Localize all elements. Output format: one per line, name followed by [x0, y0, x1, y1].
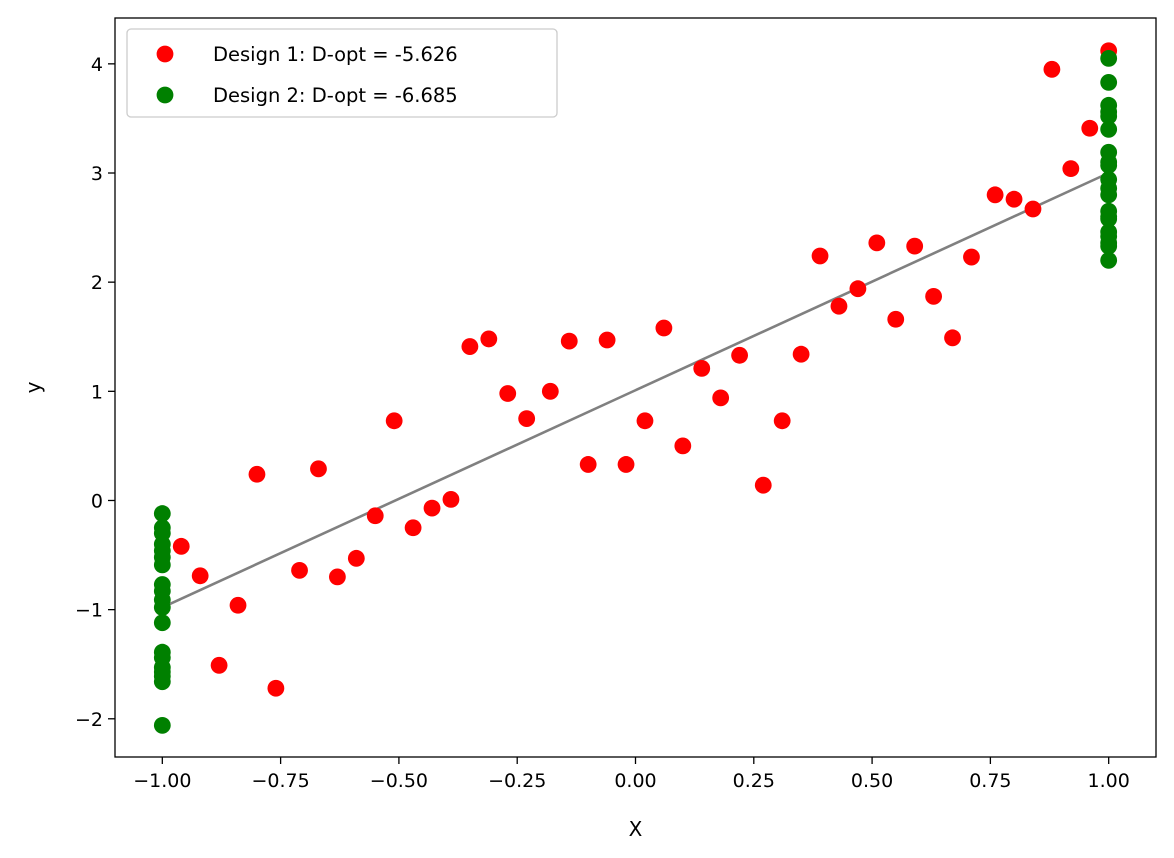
x-tick-label: 0.00 [614, 770, 656, 792]
series-2-point-28 [1100, 156, 1118, 174]
series-1-point-40 [925, 287, 943, 305]
series-1-point-15 [442, 490, 460, 508]
series-1-point-24 [617, 456, 635, 473]
series-2-point-24 [1100, 107, 1118, 125]
series-2-point-18 [153, 673, 171, 691]
series-1-point-43 [986, 186, 1004, 204]
series-1-point-8 [310, 460, 327, 478]
series-1-point-3 [210, 656, 228, 674]
series-2-point-38 [1100, 237, 1118, 255]
series-1-point-39 [906, 237, 924, 255]
series-1-point-28 [693, 359, 711, 377]
series-1-point-1 [172, 537, 190, 555]
series-1-point-27 [674, 437, 692, 455]
fit-line [161, 171, 1110, 609]
series-1-point-7 [291, 561, 308, 579]
y-axis-label: y [21, 381, 45, 393]
y-tick-label: 1 [91, 381, 103, 403]
series-1-point-48 [1081, 119, 1099, 137]
series-1-point-5 [248, 465, 266, 483]
series-2-point-11 [153, 599, 171, 616]
series-1-point-6 [267, 679, 285, 697]
series-1-point-9 [328, 568, 346, 586]
legend-entry-1: Design 1: D-opt = -5.626 [213, 43, 458, 66]
series-2-point-1 [153, 505, 171, 522]
series-1-point-18 [499, 385, 517, 402]
series-1-point-11 [366, 507, 384, 525]
series-1-point-34 [811, 247, 829, 265]
x-tick-label: 0.50 [851, 770, 893, 792]
legend-marker-1 [156, 45, 174, 63]
series-1-point-33 [792, 345, 810, 363]
y-tick-label: −2 [75, 709, 103, 731]
series-1-point-17 [480, 330, 498, 348]
series-1-point-38 [887, 310, 905, 328]
y-tick-label: 4 [91, 54, 103, 76]
series-1-point-19 [518, 410, 536, 428]
series-1-point-32 [773, 412, 791, 430]
series-1-point-21 [560, 332, 578, 350]
series-1-point-31 [754, 476, 772, 494]
series-1-point-30 [731, 346, 748, 364]
series-2-point-25 [1100, 120, 1118, 138]
series-1-point-46 [1043, 60, 1061, 78]
legend: Design 1: D-opt = -5.626 Design 2: D-opt … [126, 28, 558, 118]
points-group [153, 42, 1118, 734]
y-tick-label: 0 [91, 490, 103, 512]
fit-line-group [161, 171, 1110, 609]
y-tick-label: 2 [91, 272, 103, 294]
series-1-point-35 [830, 297, 848, 315]
x-tick-label: 1.00 [1088, 770, 1130, 792]
x-tick-label: −0.25 [488, 770, 546, 792]
plot-frame [114, 17, 1157, 758]
series-1-point-12 [385, 412, 403, 430]
x-tick-label: 0.25 [733, 770, 775, 792]
series-1-point-4 [229, 596, 247, 614]
series-1-point-42 [963, 248, 980, 266]
series-2-point-31 [1100, 186, 1118, 204]
series-1-point-13 [404, 519, 422, 537]
series-2-point-19 [153, 716, 171, 734]
series-1-point-20 [541, 382, 559, 400]
series-1-point-29 [712, 389, 730, 407]
y-axis: −2 −1 0 1 2 3 4 [75, 54, 115, 731]
x-tick-label: 0.75 [969, 770, 1011, 792]
series-2-point-34 [1100, 210, 1118, 228]
x-tick-label: −0.50 [370, 770, 428, 792]
series-1-point-22 [579, 456, 597, 473]
series-1-point-37 [868, 234, 886, 252]
series-1-point-25 [636, 412, 654, 430]
series-1-point-10 [347, 549, 365, 567]
series-1-point-23 [598, 331, 616, 349]
legend-entry-2: Design 2: D-opt = -6.685 [213, 84, 458, 107]
x-tick-label: −1.00 [133, 770, 191, 792]
y-tick-label: −1 [75, 600, 103, 622]
series-1-point-26 [655, 319, 673, 337]
series-2-point-7 [153, 556, 171, 574]
y-tick-label: 3 [91, 163, 103, 185]
x-axis-label: X [629, 817, 643, 841]
series-1-point-41 [944, 329, 961, 347]
series-1-point-16 [461, 338, 479, 355]
series-1-point-2 [191, 567, 209, 585]
series-2-point-39 [1100, 251, 1118, 269]
legend-box [126, 28, 558, 118]
legend-marker-2 [156, 86, 174, 104]
series-2-point-12 [153, 614, 171, 632]
series-2-point-21 [1100, 74, 1118, 91]
series-1-point-36 [849, 280, 867, 298]
x-tick-label: −0.75 [251, 770, 309, 792]
series-1-point-47 [1062, 160, 1080, 178]
x-axis: −1.00 −0.75 −0.50 −0.25 0.00 0.25 0.50 0.75 1.00 [133, 757, 1130, 792]
series-1-point-14 [423, 499, 441, 517]
series-1-point-44 [1005, 190, 1023, 208]
series-1-point-45 [1024, 200, 1042, 218]
series-2-point-20 [1100, 49, 1118, 67]
